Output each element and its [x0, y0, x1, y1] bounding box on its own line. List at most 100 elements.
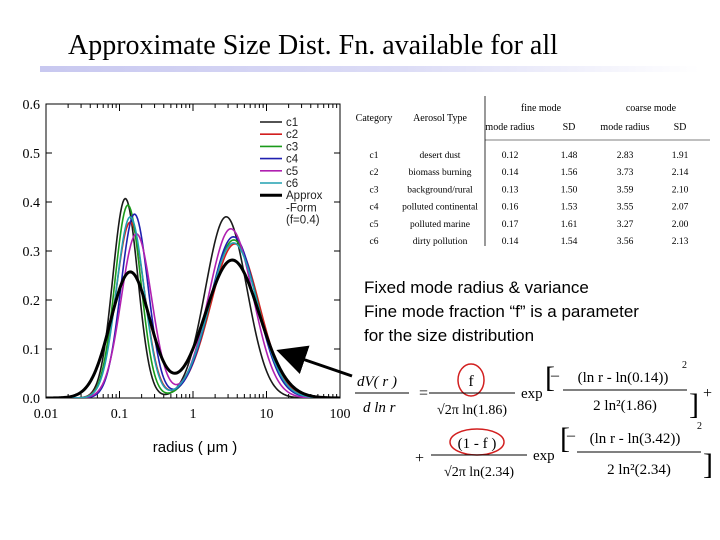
table-cell: 0.12: [502, 151, 519, 161]
table-cell: 1.53: [561, 203, 578, 213]
table-cell: background/rural: [407, 185, 473, 195]
series-line-2: [46, 204, 340, 398]
size-distribution-formula: dV( r ) d ln r = f √2π ln(1.86) exp – [ …: [355, 360, 713, 481]
table-cell: 0.16: [502, 203, 519, 213]
series-line-5: [46, 216, 340, 398]
aerosol-mode-table: Category Aerosol Type fine mode coarse m…: [356, 96, 710, 246]
table-sub-fine-sd: SD: [563, 122, 576, 133]
x-tick-label: 0.1: [111, 407, 129, 422]
y-tick-label: 0.1: [23, 343, 41, 358]
table-sub-fine-radius: mode radius: [485, 122, 534, 133]
legend-label: c4: [286, 154, 299, 166]
table-cell: 0.13: [502, 185, 519, 195]
table-cell: c6: [370, 237, 379, 246]
x-tick-label: 0.01: [34, 407, 59, 422]
table-cell: 0.14: [502, 168, 519, 178]
x-tick-label: 100: [330, 407, 351, 422]
series-line-6: [46, 258, 340, 398]
term2-bracket-right: ]: [703, 448, 713, 481]
series-line-3: [46, 213, 340, 398]
table-col-aerosol: Aerosol Type: [413, 113, 467, 124]
table-cell: polluted marine: [410, 220, 470, 230]
formula-equals: =: [419, 385, 428, 402]
plot-ticks: 0.0 0.1 0.2 0.3 0.4 0.5 0.6 0.01 0.1 1 10 100: [23, 98, 351, 422]
table-cell: c2: [370, 168, 379, 178]
note-line: for the size distribution: [364, 326, 535, 345]
legend-label: c2: [286, 129, 298, 141]
table-cell: 0.14: [502, 237, 519, 246]
legend-label: Approx: [286, 190, 323, 202]
plot-series: [46, 197, 340, 398]
legend-label: -Form: [286, 202, 317, 214]
table-cell: 3.73: [617, 168, 634, 178]
table-cell: 3.56: [617, 237, 634, 246]
term1-minus: –: [550, 367, 560, 384]
slide-title: Approximate Size Dist. Fn. available for…: [68, 30, 558, 61]
table-cell: 2.07: [672, 203, 689, 213]
term2-exp-den: 2 ln²(2.34): [607, 462, 671, 478]
y-tick-label: 0.2: [23, 294, 41, 309]
table-cell: 3.27: [617, 220, 634, 230]
legend-label: c1: [286, 117, 298, 129]
legend-label: (f=0.4): [286, 215, 320, 227]
x-tick-label: 10: [260, 407, 274, 422]
y-tick-label: 0.6: [23, 98, 41, 113]
table-cell: dirty pollution: [413, 237, 468, 246]
table-cell: c5: [370, 220, 379, 230]
table-cell: 1.61: [561, 220, 578, 230]
table-cell: 3.59: [617, 185, 634, 195]
table-cell: 1.48: [561, 151, 578, 161]
table-col-category: Category: [356, 113, 393, 124]
term1-exp: exp: [521, 386, 543, 402]
table-cell: 1.91: [672, 151, 689, 161]
table-cell: 1.56: [561, 168, 578, 178]
y-tick-label: 0.0: [23, 392, 41, 407]
size-distribution-chart: 0.00.10.20.30.40.50.60.01 0.1 1 10 100 c1c2c…: [23, 98, 351, 456]
term1-den: √2π ln(1.86): [437, 403, 507, 418]
legend-label: c6: [286, 178, 298, 190]
x-tick-label: 1: [190, 407, 197, 422]
y-tick-label: 0.3: [23, 245, 41, 260]
term1-square: 2: [682, 360, 687, 371]
term2-exp-num: (ln r - ln(3.42)): [590, 431, 681, 447]
term2-square: 2: [697, 421, 702, 432]
formula-lhs-num: dV( r ): [357, 374, 397, 390]
title-underline: [40, 66, 700, 72]
explanation-text: Fixed mode radius & variance Fine mode f…: [364, 276, 704, 348]
series-line-0: [46, 197, 340, 398]
table-group-coarse: coarse mode: [626, 103, 677, 114]
table-cell: 1.54: [561, 237, 578, 246]
y-tick-label: 0.5: [23, 147, 41, 162]
table-group-fine: fine mode: [521, 103, 562, 114]
table-cell: polluted continental: [402, 203, 478, 213]
note-line: Fine mode fraction “f” is a parameter: [364, 302, 639, 321]
term1-bracket-right: ]: [689, 388, 699, 421]
formula-plus-left: +: [415, 450, 424, 467]
term1-exp-den: 2 ln²(1.86): [593, 398, 657, 414]
table-cell: 2.00: [672, 220, 689, 230]
term2-den: √2π ln(2.34): [444, 465, 514, 480]
legend-label: c3: [286, 141, 298, 153]
table-cell: 2.83: [617, 151, 634, 161]
term1-coef: f: [468, 373, 474, 390]
term2-coef: (1 - f ): [458, 436, 497, 452]
table-cell: 3.55: [617, 203, 634, 213]
term1-bracket-left: [: [545, 361, 555, 394]
table-sub-coarse-radius: mode radius: [600, 122, 649, 133]
table-sub-coarse-sd: SD: [674, 122, 687, 133]
table-cell: 2.10: [672, 185, 689, 195]
formula-plus-right: +: [703, 385, 712, 402]
series-line-1: [46, 221, 340, 398]
table-cell: c4: [370, 203, 379, 213]
term2-bracket-left: [: [560, 422, 570, 455]
table-body: c1 desert dust 0.12 1.48 2.83 1.91 c2 biomass b…: [370, 151, 689, 246]
legend-label: c5: [286, 166, 298, 178]
table-cell: c1: [370, 151, 379, 161]
table-cell: 2.14: [672, 168, 689, 178]
table-cell: c3: [370, 185, 379, 195]
term1-exp-num: (ln r - ln(0.14)): [578, 370, 669, 386]
table-cell: 1.50: [561, 185, 578, 195]
note-line: Fixed mode radius & variance: [364, 278, 589, 297]
series-line-4: [46, 228, 340, 398]
